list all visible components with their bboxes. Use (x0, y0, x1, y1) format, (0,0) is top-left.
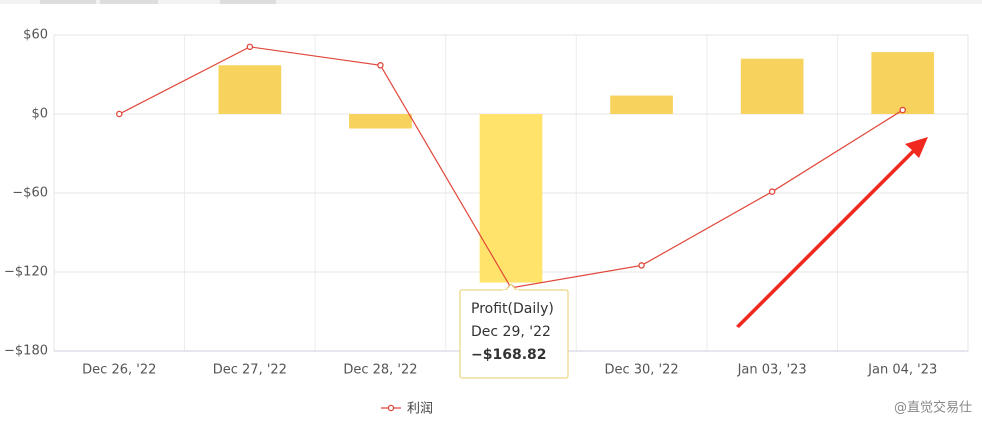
line-point (116, 110, 123, 118)
tooltip-date: Dec 29, '22 (471, 324, 551, 340)
y-tick-label: $60 (23, 28, 48, 43)
tab (40, 0, 96, 4)
y-tick-label: −$120 (4, 265, 48, 280)
bar (740, 58, 804, 114)
tab (100, 0, 158, 4)
bar (349, 114, 412, 129)
line-point (638, 262, 645, 269)
x-tick-label: Jan 03, '23 (737, 363, 807, 378)
tooltip-title: Profit(Daily) (471, 301, 554, 317)
y-tick-label: −$60 (12, 186, 48, 201)
bar (479, 114, 543, 283)
line-point (246, 43, 254, 51)
y-tick-label: −$180 (4, 344, 48, 359)
x-tick-label: Dec 28, '22 (343, 363, 417, 378)
tooltip-value: −$168.82 (471, 347, 547, 363)
line-point (768, 188, 776, 195)
top-bar (0, 0, 982, 4)
y-tick-label: $0 (31, 107, 48, 122)
tooltip: Profit(Daily) Dec 29, '22 −$168.82 (459, 283, 569, 379)
watermark: @直觉交易仕 (894, 400, 972, 416)
line-point (377, 62, 384, 69)
bar (218, 65, 282, 114)
x-tick-label: Dec 26, '22 (82, 363, 156, 378)
legend-marker (387, 404, 395, 412)
bar (610, 95, 673, 114)
x-tick-label: Dec 30, '22 (604, 363, 678, 378)
arrow-annotation (736, 137, 928, 328)
legend-label: 利润 (407, 402, 433, 417)
bar (871, 52, 935, 114)
x-tick-label: Dec 27, '22 (213, 363, 287, 378)
tooltip-pointer-mask (503, 290, 519, 292)
line-point (899, 106, 906, 114)
x-tick-label: Jan 04, '23 (867, 363, 937, 378)
tab (220, 0, 276, 4)
